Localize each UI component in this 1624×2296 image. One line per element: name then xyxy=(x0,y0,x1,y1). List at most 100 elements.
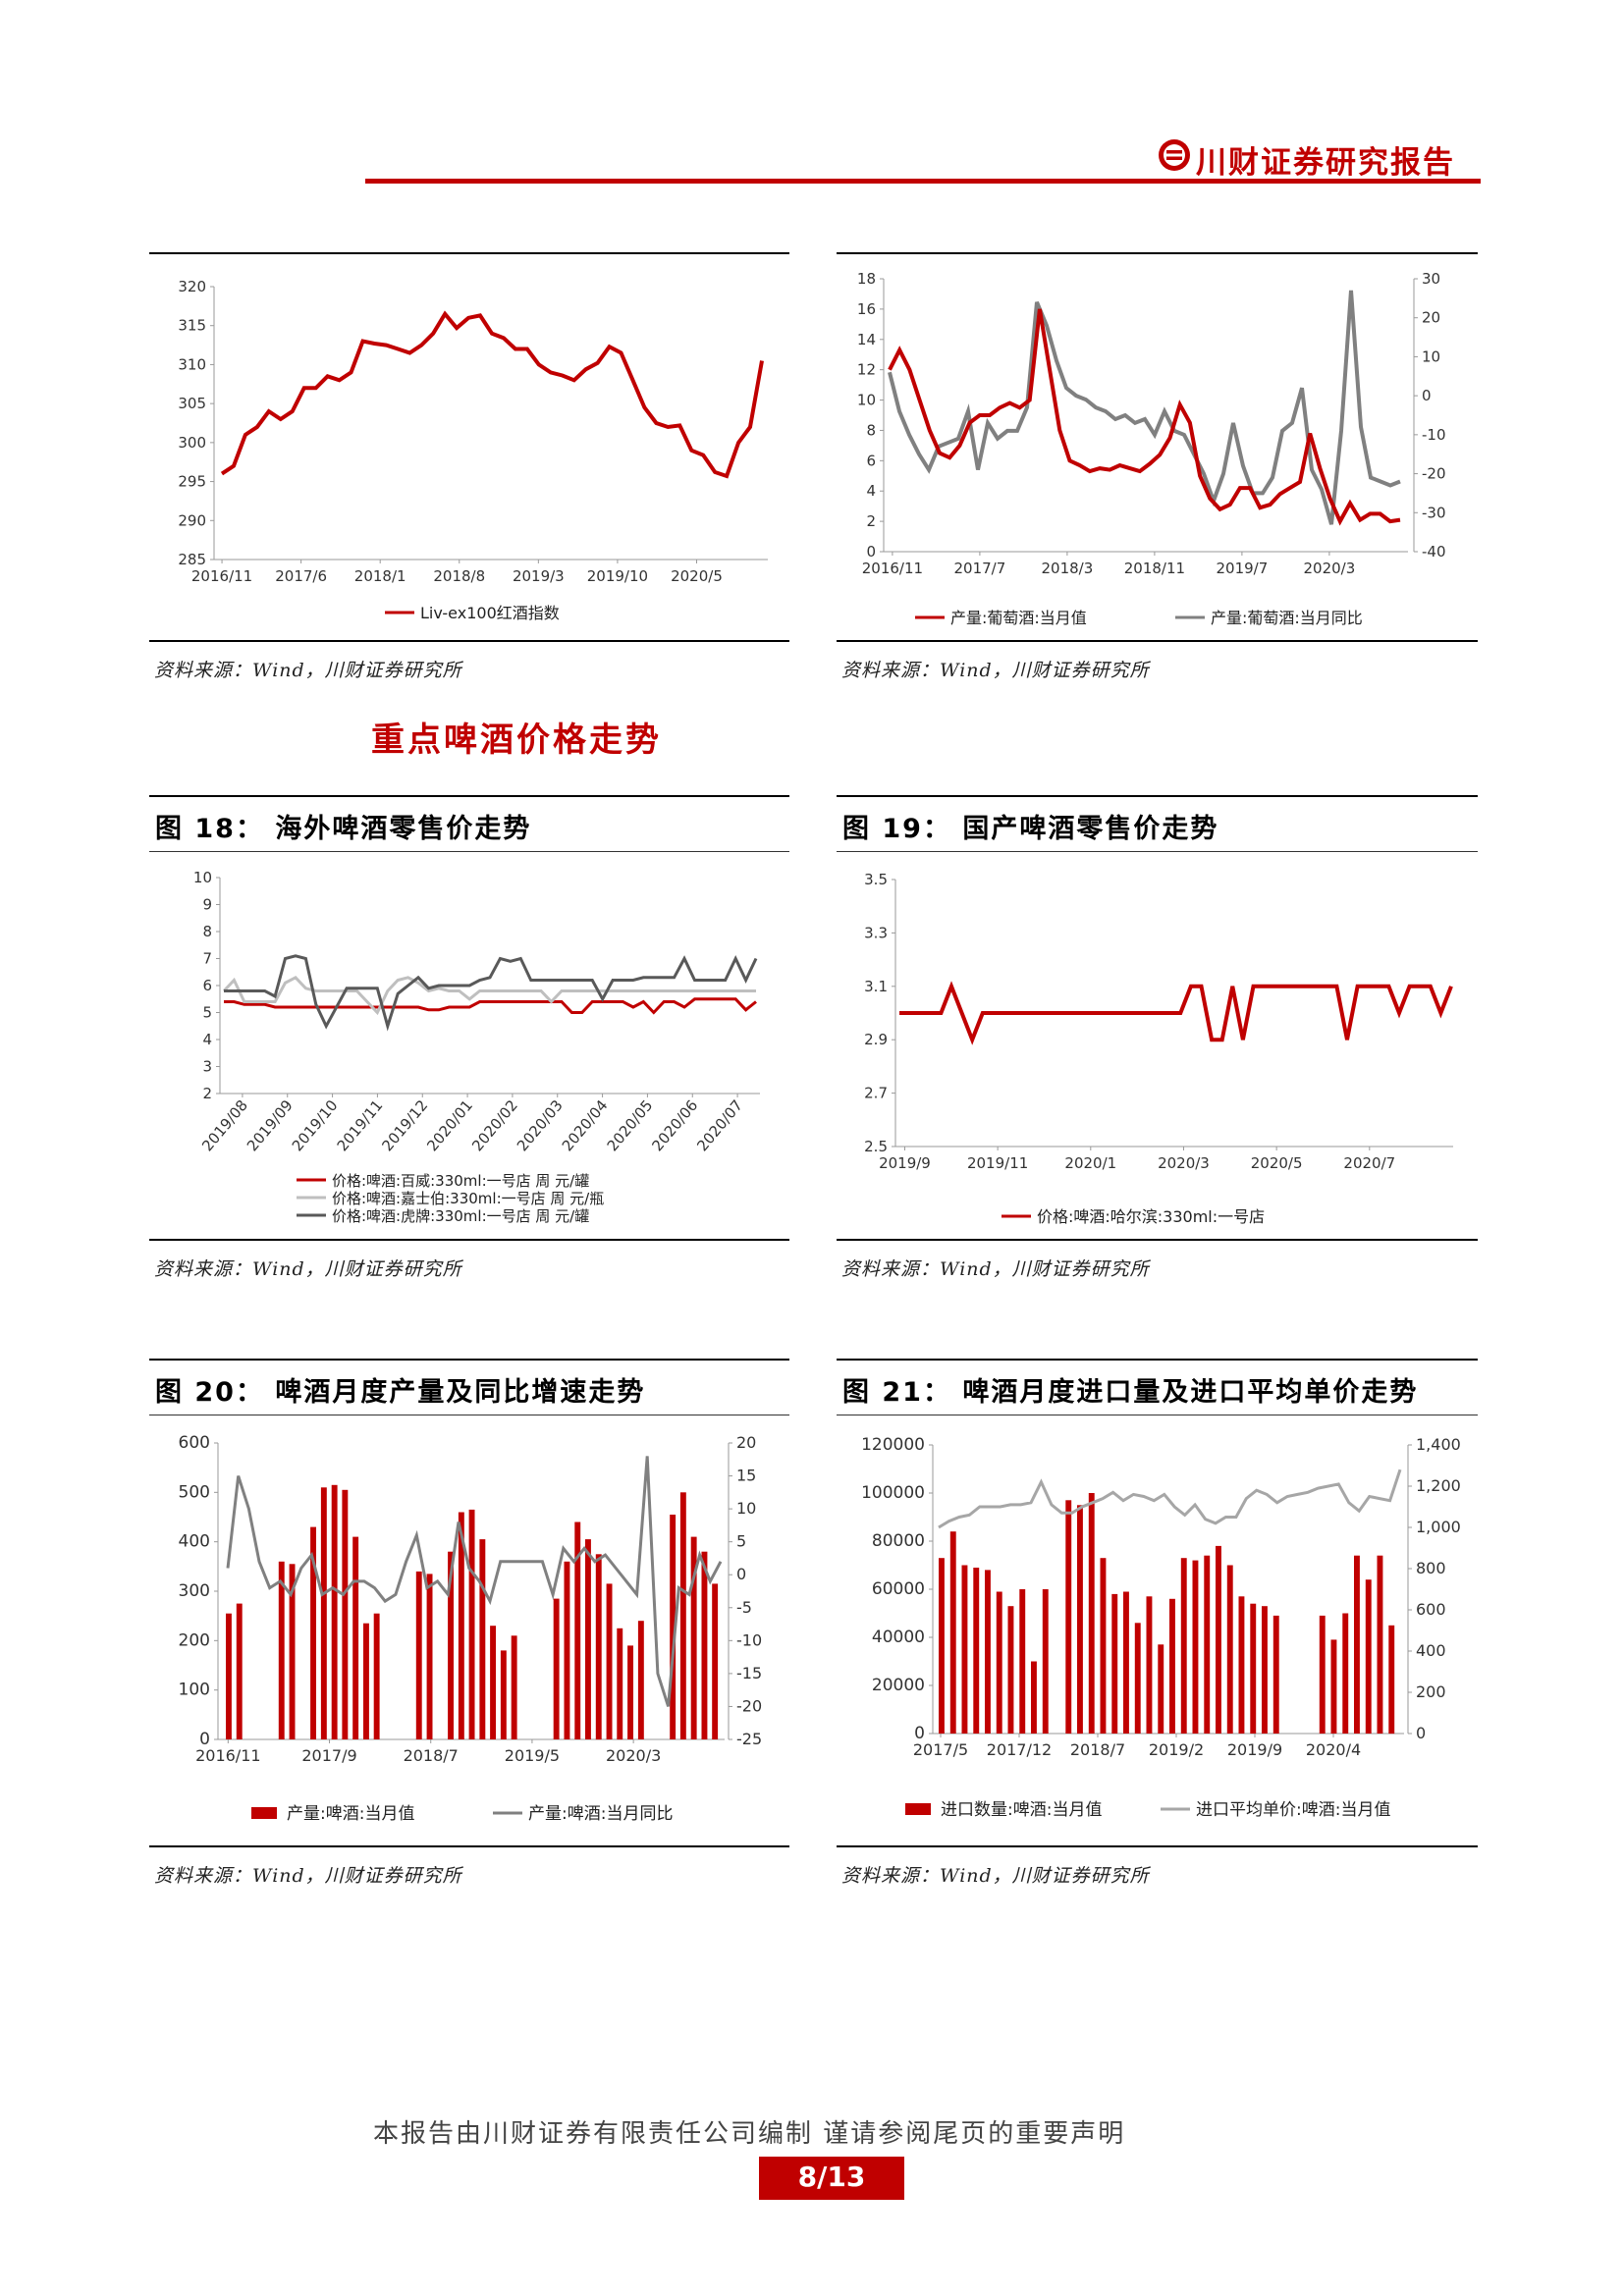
y-tick-label: 120000 xyxy=(861,1435,925,1455)
bar xyxy=(1388,1625,1395,1735)
y-tick-label: 4 xyxy=(866,482,876,500)
bar xyxy=(458,1512,464,1739)
y-tick-label: 9 xyxy=(202,896,212,914)
chart-bottom-rule xyxy=(149,1239,789,1241)
y-tick-label-right: -20 xyxy=(736,1696,762,1715)
wine-production-chart: 0 2 4 6 8 10 12 14 16 18 -40 -30 -20 -10 0 10 20 30 2016/1… xyxy=(857,270,1446,627)
bar xyxy=(1123,1591,1129,1734)
x-tick-label: 2018/3 xyxy=(1042,560,1094,577)
x-tick-label: 2019/7 xyxy=(1217,560,1269,577)
y-tick-label: 16 xyxy=(857,300,876,318)
y-tick-label-right: 20 xyxy=(1422,309,1440,327)
legend-label: 价格:啤酒:嘉士伯:330ml:一号店 周 元/瓶 xyxy=(332,1190,604,1207)
x-tick-label: 2017/6 xyxy=(275,567,327,585)
y-tick-label: 100000 xyxy=(861,1483,925,1503)
bar xyxy=(500,1650,507,1739)
bar xyxy=(1192,1560,1199,1734)
y-tick-label: 320 xyxy=(178,278,206,295)
y-tick-label-right: -10 xyxy=(736,1630,762,1649)
figure-title: 图 21： 啤酒月度进口量及进口平均单价走势 xyxy=(842,1377,1419,1408)
x-tick-label: 2019/11 xyxy=(967,1154,1028,1172)
y-tick-label: 40000 xyxy=(872,1628,925,1647)
x-tick-label: 2016/11 xyxy=(195,1746,260,1765)
x-tick-label: 2020/04 xyxy=(559,1096,612,1154)
y-tick-label: 10 xyxy=(857,392,876,409)
y-tick-label: 400 xyxy=(179,1532,210,1552)
y-tick-label: 2.9 xyxy=(864,1031,888,1048)
bar xyxy=(415,1571,422,1739)
x-tick-label: 2018/1 xyxy=(354,567,406,585)
x-tick-label: 2018/11 xyxy=(1124,560,1185,577)
source-note: 资料来源：Wind，川财证券研究所 xyxy=(841,1865,1150,1887)
y-tick-label: 100 xyxy=(179,1681,210,1700)
x-tick-label: 2020/7 xyxy=(1343,1154,1395,1172)
x-tick-label: 2017/7 xyxy=(954,560,1006,577)
bar xyxy=(363,1623,369,1739)
y-tick-label: 3.3 xyxy=(864,924,888,941)
x-tick-label: 2019/9 xyxy=(1227,1740,1282,1759)
source-note: 资料来源：Wind，川财证券研究所 xyxy=(154,1258,462,1280)
legend-label: Liv-ex100红酒指数 xyxy=(420,604,560,622)
report-brand-title: 川财证券研究报告 xyxy=(1196,145,1455,181)
source-note: 资料来源：Wind，川财证券研究所 xyxy=(154,660,462,681)
x-tick-label: 2019/12 xyxy=(378,1096,431,1154)
beer-production-chart: 0 100 200 300 400 500 600 -25 -20 -15 -10 -5 0 5 10 15 2… xyxy=(179,1433,763,1824)
bar xyxy=(1250,1603,1257,1734)
bar xyxy=(468,1509,475,1739)
y-tick-label: 12 xyxy=(857,361,876,379)
chart-bottom-rule xyxy=(149,1845,789,1847)
bar xyxy=(1088,1493,1095,1734)
y-tick-label: 0 xyxy=(199,1730,210,1749)
y-tick-label: 20000 xyxy=(872,1676,925,1695)
x-tick-label: 2016/11 xyxy=(191,567,252,585)
bar xyxy=(1204,1555,1211,1734)
bar xyxy=(1042,1589,1049,1734)
y-tick-label-right: 30 xyxy=(1422,270,1440,288)
y-tick-label: 4 xyxy=(202,1031,212,1048)
bar xyxy=(973,1568,980,1734)
y-tick-label: 80000 xyxy=(872,1531,925,1551)
bar xyxy=(426,1574,433,1739)
source-note: 资料来源：Wind，川财证券研究所 xyxy=(841,660,1150,681)
series-line-wine-yoy xyxy=(888,290,1401,525)
figure-top-rule xyxy=(149,795,789,797)
x-tick-label: 2019/2 xyxy=(1149,1740,1204,1759)
bar xyxy=(1238,1596,1245,1734)
figure-top-rule xyxy=(837,795,1478,797)
x-tick-label: 2020/02 xyxy=(468,1096,521,1154)
x-tick-label: 2018/7 xyxy=(1070,1740,1125,1759)
figure-top-rule xyxy=(837,1359,1478,1361)
y-tick-label-right: 1,400 xyxy=(1416,1435,1461,1454)
bar xyxy=(352,1536,359,1739)
bar xyxy=(553,1598,560,1739)
header-divider xyxy=(365,179,1481,184)
page-number: 8/13 xyxy=(797,2161,866,2193)
y-tick-label-right: -15 xyxy=(736,1664,762,1682)
bar xyxy=(985,1570,991,1734)
bar xyxy=(1262,1606,1268,1734)
x-tick-label: 2019/9 xyxy=(879,1154,931,1172)
series-line-2 xyxy=(224,954,758,1032)
chart-top-rule xyxy=(837,252,1478,254)
y-tick-label: 600 xyxy=(179,1433,210,1453)
y-tick-label: 3.1 xyxy=(864,978,888,995)
x-tick-label: 2019/10 xyxy=(289,1096,342,1154)
bar xyxy=(617,1628,623,1740)
bar xyxy=(690,1536,697,1739)
bar xyxy=(1065,1500,1072,1734)
beer-import-chart: 0 20000 40000 60000 80000 100000 120000 0 200 400… xyxy=(861,1435,1461,1820)
y-tick-label: 0 xyxy=(866,543,876,561)
y-tick-label: 6 xyxy=(202,977,212,994)
y-tick-label: 6 xyxy=(866,452,876,469)
x-tick-label: 2020/5 xyxy=(671,567,723,585)
bar xyxy=(331,1484,338,1739)
bar xyxy=(627,1645,633,1739)
bar xyxy=(637,1621,644,1739)
x-tick-label: 2018/8 xyxy=(433,567,485,585)
legend-label: 进口数量:啤酒:当月值 xyxy=(941,1800,1102,1820)
x-tick-label: 2019/11 xyxy=(334,1096,387,1154)
bar xyxy=(373,1613,380,1739)
y-tick-label: 300 xyxy=(179,1581,210,1601)
bar xyxy=(1319,1615,1326,1734)
x-tick-label: 2020/3 xyxy=(606,1746,661,1765)
